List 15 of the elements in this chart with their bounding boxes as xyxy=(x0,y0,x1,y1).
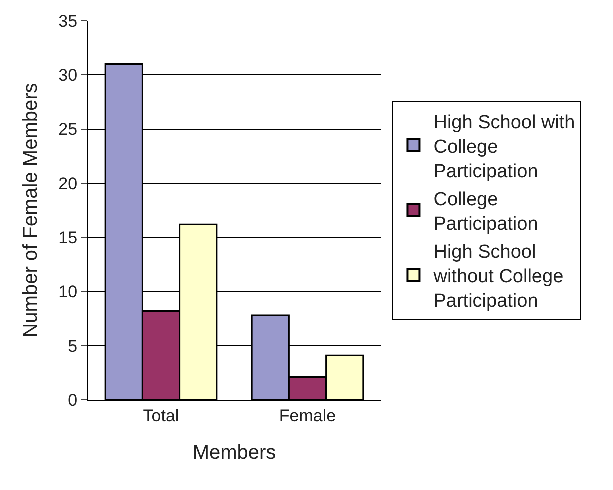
y-tick-label: 10 xyxy=(58,282,78,302)
y-axis-title: Number of Female Members xyxy=(20,83,42,338)
y-tick-label: 5 xyxy=(68,336,78,356)
x-tick-label: Female xyxy=(279,406,336,426)
x-axis-title: Members xyxy=(192,442,276,464)
y-tick-label: 25 xyxy=(58,120,78,140)
y-tick-label: 15 xyxy=(58,228,78,248)
y-tick-label: 35 xyxy=(58,12,78,31)
y-tick-label: 20 xyxy=(58,174,78,194)
x-tick-label: Total xyxy=(143,406,180,426)
legend-label: High School with College Participation xyxy=(434,112,576,183)
y-tick-label: 0 xyxy=(68,390,78,410)
legend-label: College Participation xyxy=(434,189,538,236)
y-tick-label: 30 xyxy=(58,66,78,86)
legend-label: High School without College Participation xyxy=(432,242,564,312)
